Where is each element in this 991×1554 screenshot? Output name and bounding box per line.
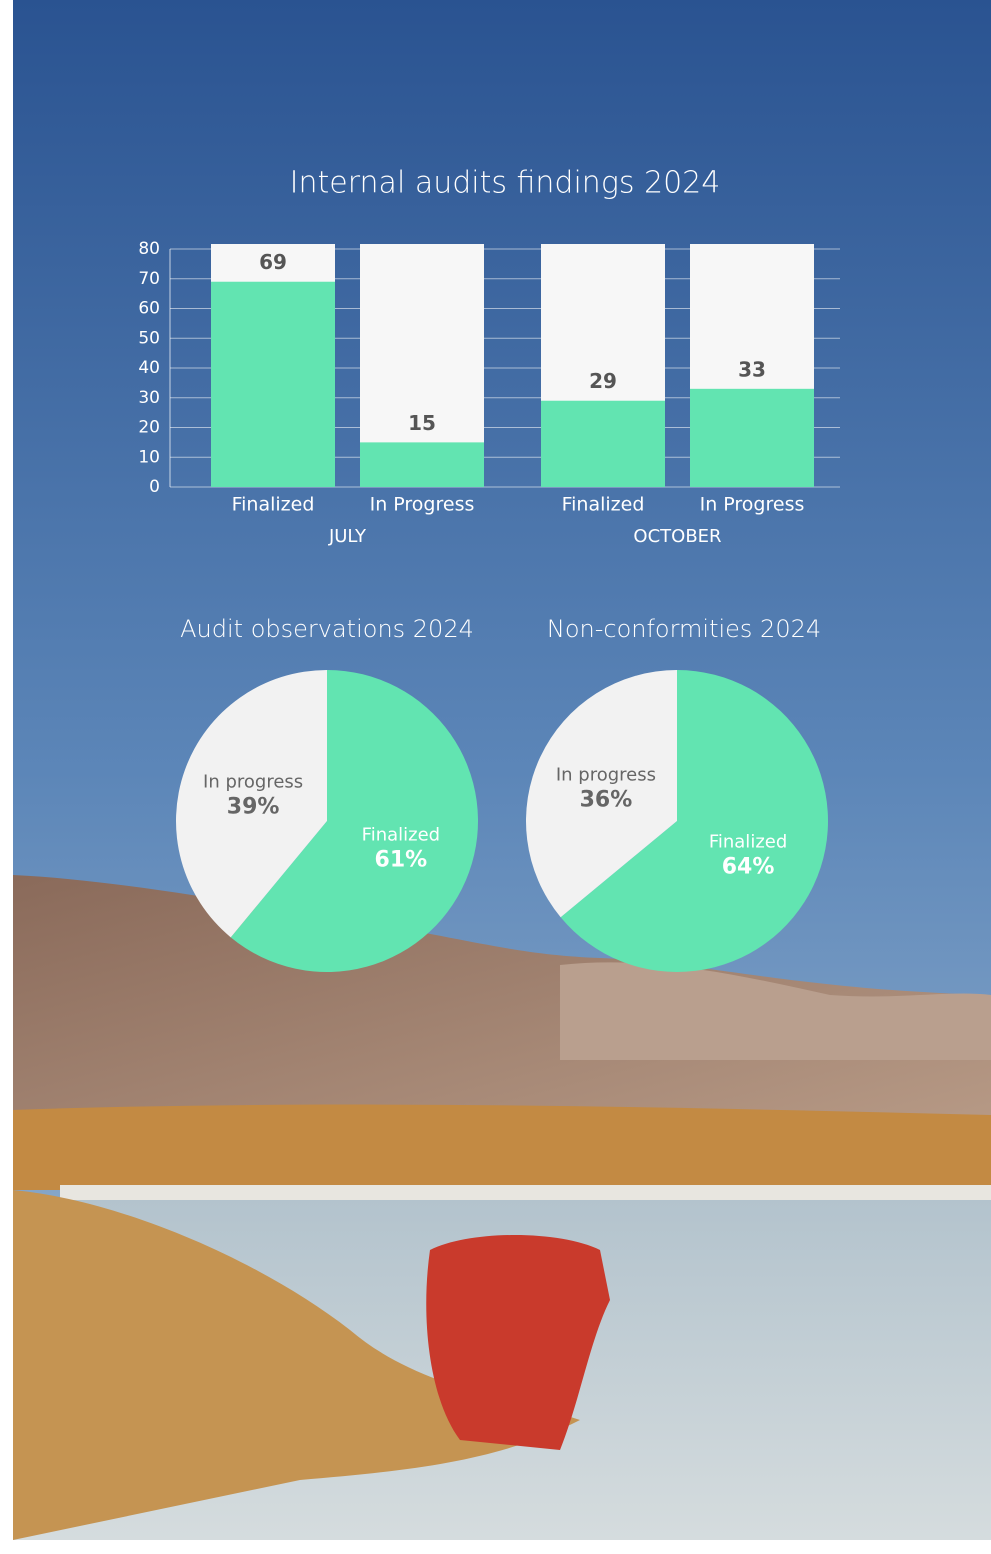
slice-value-label: 39% bbox=[227, 794, 280, 819]
bar-value-label: 69 bbox=[259, 250, 287, 274]
bar-value-label: 29 bbox=[589, 369, 617, 393]
pie-title: Non-conformities 2024 bbox=[547, 615, 821, 643]
slice-value-label: 64% bbox=[722, 854, 775, 879]
pie-title: Audit observations 2024 bbox=[180, 615, 474, 643]
x-tick-label: Finalized bbox=[562, 494, 645, 516]
x-tick-label: In Progress bbox=[370, 494, 475, 516]
group-label: JULY bbox=[328, 526, 367, 547]
bar bbox=[211, 282, 335, 487]
y-tick-label: 80 bbox=[138, 239, 160, 259]
y-tick-label: 0 bbox=[149, 477, 160, 497]
y-tick-label: 70 bbox=[138, 269, 160, 289]
y-tick-label: 10 bbox=[138, 447, 160, 467]
bar bbox=[360, 442, 484, 487]
slice-label: Finalized bbox=[362, 825, 440, 846]
bar-value-label: 33 bbox=[738, 357, 766, 381]
infographic: Internal audits findings 2024 Audit obse… bbox=[0, 0, 991, 1554]
x-tick-label: Finalized bbox=[232, 494, 315, 516]
bar bbox=[541, 401, 665, 487]
bar bbox=[690, 389, 814, 487]
background bbox=[13, 0, 991, 1540]
y-tick-label: 20 bbox=[138, 418, 160, 438]
bar-value-label: 15 bbox=[408, 411, 436, 435]
slice-value-label: 36% bbox=[580, 788, 633, 813]
grassland bbox=[13, 1105, 991, 1190]
slice-label: Finalized bbox=[709, 831, 787, 852]
y-tick-label: 40 bbox=[138, 358, 160, 378]
y-tick-label: 30 bbox=[138, 388, 160, 408]
chart-title: Internal audits findings 2024 bbox=[290, 166, 721, 201]
page: {"chart_data": [ {"type": "bar", "title"… bbox=[0, 0, 991, 1554]
slice-label: In progress bbox=[556, 765, 656, 786]
y-tick-label: 60 bbox=[138, 299, 160, 319]
slice-label: In progress bbox=[203, 771, 303, 792]
x-tick-label: In Progress bbox=[700, 494, 805, 516]
y-tick-label: 50 bbox=[138, 328, 160, 348]
slice-value-label: 61% bbox=[375, 848, 428, 873]
group-label: OCTOBER bbox=[633, 526, 721, 547]
